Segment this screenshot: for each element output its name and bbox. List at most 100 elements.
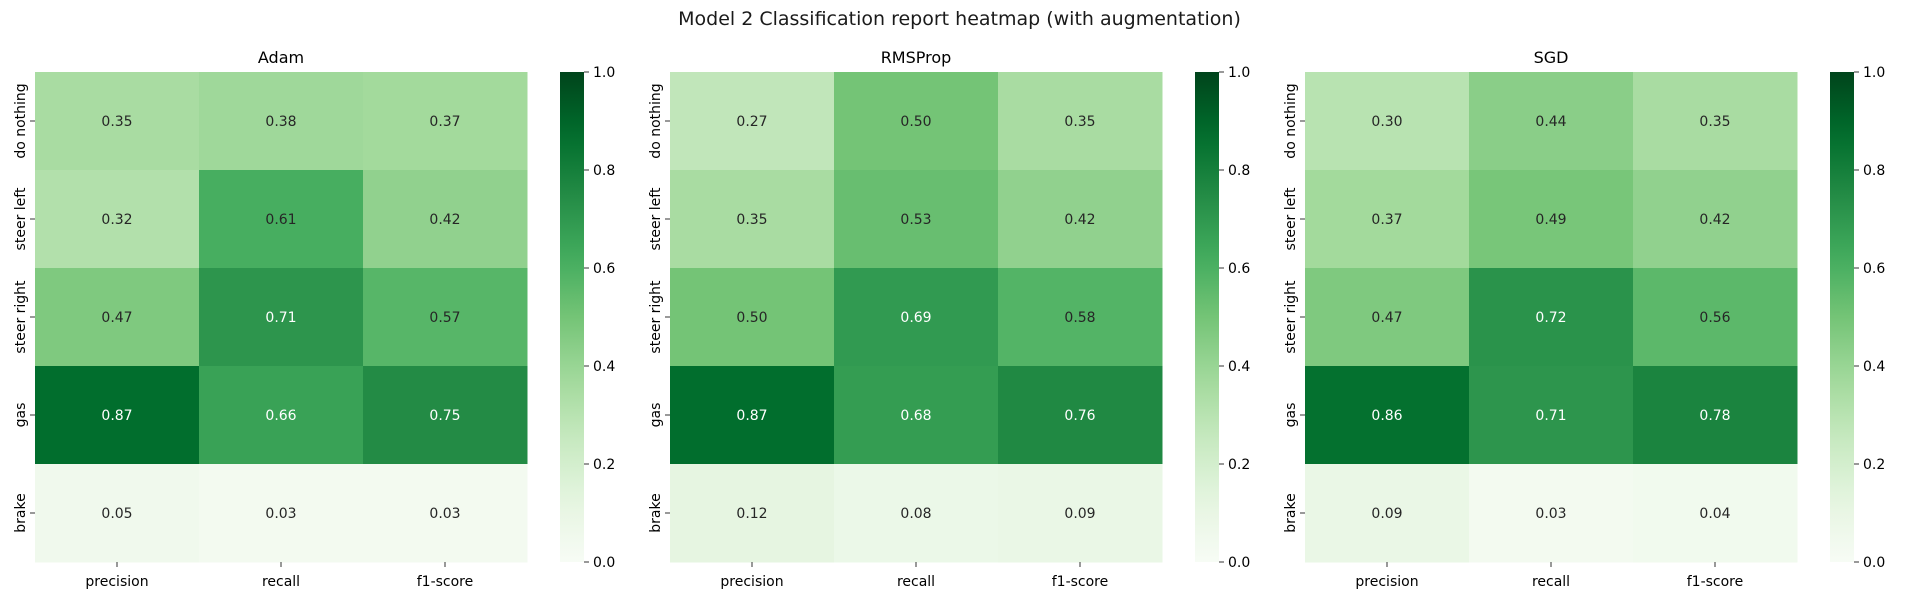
cell-value-label: 0.35 <box>101 114 132 130</box>
heatmap-cell <box>1305 268 1470 367</box>
colorbar-tick-label: 0.4 <box>593 359 615 375</box>
cell-value-label: 0.78 <box>1699 408 1730 424</box>
cell-value-label: 0.68 <box>900 408 931 424</box>
cell-value-label: 0.30 <box>1371 114 1402 130</box>
colorbar-tick-label: 0.0 <box>1863 555 1885 571</box>
cell-value-label: 0.03 <box>1535 506 1566 522</box>
cell-value-label: 0.09 <box>1371 506 1402 522</box>
heatmap-cell <box>363 170 528 269</box>
cell-value-label: 0.58 <box>1064 310 1095 326</box>
heatmap-cell <box>35 72 200 171</box>
cell-value-label: 0.12 <box>736 506 767 522</box>
cell-value-label: 0.56 <box>1699 310 1730 326</box>
heatmap-cell <box>670 72 835 171</box>
heatmap-cell <box>363 268 528 367</box>
heatmap-cell <box>670 268 835 367</box>
y-tick-label: steer right <box>1283 280 1299 354</box>
heatmap-cell <box>670 170 835 269</box>
colorbar-tick-label: 0.8 <box>1228 163 1250 179</box>
cell-value-label: 0.72 <box>1535 310 1566 326</box>
cell-value-label: 0.57 <box>429 310 460 326</box>
cell-value-label: 0.35 <box>736 212 767 228</box>
cell-value-label: 0.86 <box>1371 408 1402 424</box>
colorbar <box>1195 72 1219 562</box>
colorbar-tick-label: 0.6 <box>1228 261 1250 277</box>
colorbar <box>560 72 584 562</box>
cell-value-label: 0.87 <box>736 408 767 424</box>
heatmap-cell <box>1633 464 1798 563</box>
heatmap-cell <box>998 464 1163 563</box>
x-tick-label: precision <box>720 574 783 590</box>
cell-value-label: 0.69 <box>900 310 931 326</box>
heatmap-cell <box>363 366 528 465</box>
y-tick-label: brake <box>648 493 664 532</box>
x-tick-label: precision <box>85 574 148 590</box>
cell-value-label: 0.50 <box>736 310 767 326</box>
heatmap-cell <box>199 170 364 269</box>
cell-value-label: 0.42 <box>1699 212 1730 228</box>
x-tick-label: f1-score <box>1052 574 1109 590</box>
heatmap-cell <box>199 464 364 563</box>
cell-value-label: 0.32 <box>101 212 132 228</box>
heatmap-cell <box>1633 72 1798 171</box>
heatmap-cell <box>998 72 1163 171</box>
cell-value-label: 0.08 <box>900 506 931 522</box>
heatmap-cell <box>1469 72 1634 171</box>
heatmap-cell <box>834 366 999 465</box>
cell-value-label: 0.37 <box>429 114 460 130</box>
heatmap-cell <box>1305 464 1470 563</box>
x-tick-label: recall <box>262 574 300 590</box>
colorbar-tick-label: 0.2 <box>1228 457 1250 473</box>
heatmap-cell <box>1305 72 1470 171</box>
heatmap-cell <box>834 268 999 367</box>
y-tick-label: do nothing <box>648 83 664 158</box>
colorbar-tick-label: 0.8 <box>1863 163 1885 179</box>
cell-value-label: 0.05 <box>101 506 132 522</box>
heatmap-cell <box>35 170 200 269</box>
cell-value-label: 0.53 <box>900 212 931 228</box>
heatmap-cell <box>998 268 1163 367</box>
cell-value-label: 0.38 <box>265 114 296 130</box>
y-tick-label: steer right <box>648 280 664 354</box>
heatmap-cell <box>1469 170 1634 269</box>
y-tick-label: brake <box>13 493 29 532</box>
heatmap-cell <box>1469 464 1634 563</box>
heatmap-panel-1: RMSProp 0.27 0.50 0.35 0.35 0.53 0.42 0.50 0.69 0… <box>648 48 1250 590</box>
cell-value-label: 0.37 <box>1371 212 1402 228</box>
y-tick-label: steer right <box>13 280 29 354</box>
colorbar-tick-label: 0.2 <box>593 457 615 473</box>
panel-title: SGD <box>1534 48 1569 67</box>
x-tick-label: precision <box>1355 574 1418 590</box>
heatmap-cell <box>1633 366 1798 465</box>
cell-value-label: 0.42 <box>1064 212 1095 228</box>
heatmap-panel-0: Adam 0.35 0.38 0.37 0.32 0.61 0.42 0.47 0.71 0.57… <box>13 48 615 590</box>
heatmap-cell <box>998 366 1163 465</box>
heatmap-cell <box>35 366 200 465</box>
heatmap-cell <box>1305 170 1470 269</box>
cell-value-label: 0.42 <box>429 212 460 228</box>
cell-value-label: 0.47 <box>1371 310 1402 326</box>
y-tick-label: steer left <box>13 187 29 250</box>
heatmap-cell <box>199 268 364 367</box>
cell-value-label: 0.35 <box>1064 114 1095 130</box>
cell-value-label: 0.50 <box>900 114 931 130</box>
cell-value-label: 0.71 <box>265 310 296 326</box>
y-tick-label: gas <box>648 403 664 428</box>
heatmap-panel-2: SGD 0.30 0.44 0.35 0.37 0.49 0.42 0.47 0.72 0.56 0… <box>1283 48 1885 590</box>
colorbar <box>1830 72 1854 562</box>
cell-value-label: 0.27 <box>736 114 767 130</box>
y-tick-label: gas <box>13 403 29 428</box>
heatmap-cell <box>363 464 528 563</box>
heatmap-cell <box>1469 366 1634 465</box>
cell-value-label: 0.03 <box>265 506 296 522</box>
y-tick-label: do nothing <box>1283 83 1299 158</box>
cell-value-label: 0.87 <box>101 408 132 424</box>
heatmap-cell <box>1469 268 1634 367</box>
cell-value-label: 0.71 <box>1535 408 1566 424</box>
colorbar-tick-label: 0.2 <box>1863 457 1885 473</box>
cell-value-label: 0.61 <box>265 212 296 228</box>
heatmap-cell <box>834 464 999 563</box>
heatmap-cell <box>834 170 999 269</box>
colorbar-tick-label: 0.4 <box>1228 359 1250 375</box>
y-tick-label: steer left <box>648 187 664 250</box>
